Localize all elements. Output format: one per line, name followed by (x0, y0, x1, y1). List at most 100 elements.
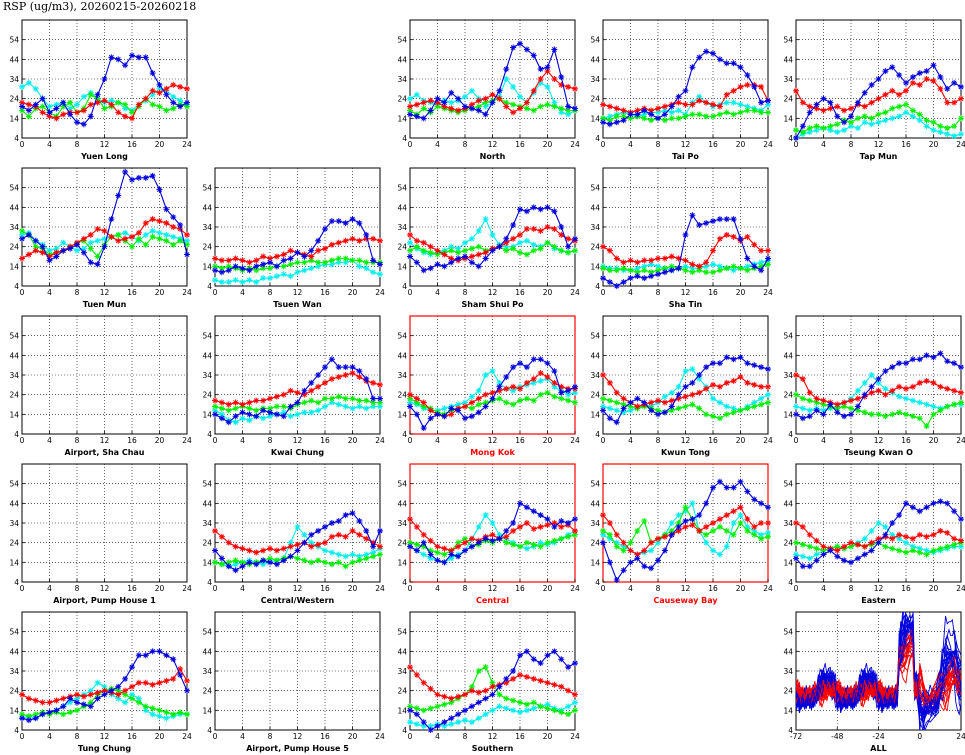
series-point (655, 411, 661, 418)
y-tick-label: 4 (207, 282, 212, 291)
series-point (448, 555, 455, 562)
y-tick-label: 4 (788, 726, 793, 735)
series-point (142, 220, 149, 227)
series-point (80, 107, 87, 114)
series-point (882, 91, 889, 98)
station-label: ALL (870, 744, 886, 753)
series-point (737, 109, 744, 116)
series-point (420, 105, 427, 112)
series-point (94, 261, 101, 268)
y-tick-label: 14 (783, 114, 793, 123)
x-tick-label: -48 (831, 732, 843, 741)
series-point (620, 409, 627, 416)
x-tick-label: 20 (736, 140, 746, 149)
series-point (448, 405, 455, 412)
series-point (273, 263, 280, 270)
series-point (648, 565, 655, 572)
series-point (212, 263, 218, 270)
series-point (744, 379, 751, 386)
series-point (827, 123, 834, 130)
series-point (149, 101, 156, 108)
series-point (889, 531, 896, 538)
series-point (377, 381, 383, 388)
x-tick-label: 8 (463, 732, 468, 741)
series-point (510, 527, 517, 534)
series-point (287, 543, 294, 550)
series-point (517, 206, 523, 213)
series-point (655, 539, 661, 546)
x-tick-label: 12 (874, 436, 884, 445)
y-tick-label: 44 (397, 499, 407, 508)
series-point (60, 711, 67, 718)
series-point (703, 385, 710, 392)
series-point (668, 531, 675, 538)
series-point (951, 79, 958, 86)
series-point (668, 520, 675, 526)
series-point (565, 687, 572, 694)
series-point (253, 549, 260, 556)
x-tick-label: 24 (763, 436, 773, 445)
series-point (558, 224, 565, 230)
series-point (923, 533, 930, 540)
series-point (87, 703, 94, 710)
series-point (468, 393, 475, 400)
series-point (572, 516, 578, 523)
series-point (655, 255, 661, 262)
series-point (600, 372, 606, 378)
series-point (841, 413, 848, 420)
series-point (758, 364, 765, 371)
station-label: Airport, Pump House 1 (53, 596, 156, 605)
series-point (510, 520, 517, 526)
x-tick-label: 16 (127, 288, 137, 297)
series-point (156, 103, 163, 110)
series-point (413, 237, 420, 244)
series-point (627, 275, 634, 282)
series-point (39, 711, 46, 718)
series-point (489, 247, 496, 254)
station-label: Tap Mun (860, 152, 898, 161)
series-point (448, 99, 455, 106)
series-point (468, 687, 475, 694)
series-point (903, 101, 909, 108)
x-tick-label: 12 (488, 140, 498, 149)
series-point (903, 549, 909, 556)
series-point (489, 389, 496, 396)
x-tick-label: 0 (20, 436, 25, 445)
series-point (129, 691, 135, 698)
series-point (517, 652, 523, 659)
y-tick-label: 4 (14, 726, 19, 735)
series-point (723, 512, 730, 519)
series-point (744, 405, 751, 412)
x-tick-label: 12 (100, 732, 110, 741)
series-point (156, 648, 163, 655)
series-point (523, 545, 530, 552)
series-point (349, 559, 356, 566)
series-point (413, 705, 420, 712)
x-tick-label: 16 (127, 140, 137, 149)
series-point (294, 547, 301, 554)
series-point (675, 115, 682, 122)
series-point (551, 99, 558, 106)
x-tick-label: 0 (20, 288, 25, 297)
series-point (253, 397, 260, 404)
series-point (530, 247, 537, 254)
series-point (565, 249, 572, 256)
series-point (793, 391, 799, 398)
series-point (868, 547, 875, 554)
series-point (462, 93, 468, 100)
series-point (565, 664, 572, 671)
series-point (689, 391, 696, 398)
x-tick-label: 4 (47, 140, 52, 149)
series-point (696, 375, 703, 382)
series-point (39, 109, 46, 116)
series-point (523, 364, 530, 371)
series-point (363, 535, 370, 542)
series-point (799, 553, 806, 560)
series-point (930, 354, 937, 361)
series-point (689, 64, 696, 71)
series-point (177, 237, 184, 244)
series-point (530, 397, 537, 404)
y-tick-label: 34 (202, 371, 212, 380)
